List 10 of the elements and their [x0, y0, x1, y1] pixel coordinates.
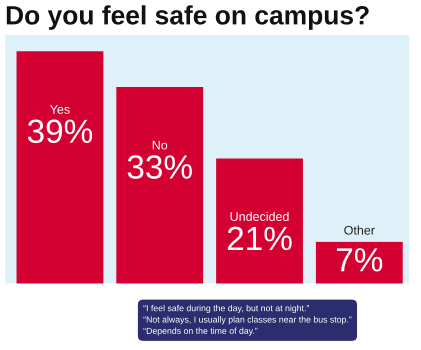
- text: “I feel safe during the day, but not at night.” “Not always, I usually plan classes near the bus stop.” “Depends on the time of day.”: [143, 304, 352, 336]
- data-label: 7%: [336, 248, 382, 272]
- x-tick-label: Undecided: [230, 212, 289, 222]
- chart-title: Do you feel safe on campus?: [6, 5, 369, 30]
- data-label: 39%: [28, 119, 92, 144]
- data-label: 21%: [228, 226, 292, 250]
- data-label: 33%: [128, 155, 192, 179]
- x-tick-label: Other: [344, 226, 375, 235]
- x-tick-label: No: [152, 140, 168, 150]
- x-tick-label: Yes: [50, 105, 70, 114]
